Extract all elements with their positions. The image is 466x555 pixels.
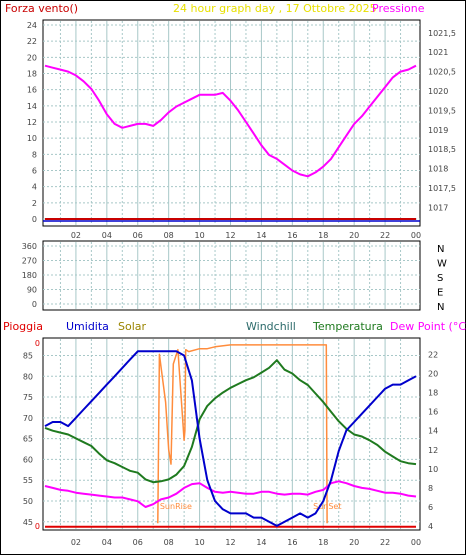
wind-pressure-panel-x-tick-label: 10: [194, 231, 204, 240]
sunrise-label: SunRise: [160, 502, 192, 511]
compass-direction-label: N: [437, 244, 444, 255]
rain-label: Pioggia: [3, 320, 43, 333]
pressure-axis-tick-label: 1021,5: [428, 29, 456, 38]
wind-axis-tick-label: 12: [27, 118, 37, 127]
wind-axis-tick-label: 14: [27, 102, 37, 111]
rain-axis-top-tick-label: 0: [35, 339, 40, 348]
wind-direction-tick-label: 360: [22, 242, 37, 251]
humidity-axis-tick-label: 85: [23, 351, 33, 360]
wind-direction-tick-label: 180: [22, 271, 37, 280]
graph-date-title: 24 hour graph day , 17 Ottobre 2025: [173, 2, 377, 15]
weather-panel-x-tick-label: 08: [164, 538, 174, 547]
temperature-label: Temperatura: [313, 320, 383, 333]
pressure-axis-tick-label: 1019: [428, 126, 448, 135]
temperature-axis-tick-label: 6: [428, 503, 433, 512]
pressure-axis-tick-label: 1017: [428, 203, 448, 212]
wind-pressure-panel-x-tick-label: 02: [71, 231, 81, 240]
wind-axis-tick-label: 16: [27, 86, 37, 95]
wind-pressure-panel-x-tick-label: 14: [256, 231, 266, 240]
wind-pressure-panel-x-tick-label: 08: [164, 231, 174, 240]
humidity-axis-tick-label: 75: [23, 393, 33, 402]
dewpoint-label: Dew Point (°C): [390, 320, 466, 333]
pressure-axis-tick-label: 1017,5: [428, 184, 456, 193]
humidity-axis-tick-label: 60: [23, 455, 33, 464]
wind-pressure-panel-frame: [42, 19, 421, 227]
compass-direction-label: N: [437, 302, 444, 313]
weather-panel-x-tick-label: 16: [287, 538, 297, 547]
humidity-axis-tick-label: 45: [23, 518, 33, 527]
dewpoint-line: [44, 480, 417, 508]
humidity-axis-tick-label: 55: [23, 476, 33, 485]
wind-axis-tick-label: 22: [27, 37, 37, 46]
wind-pressure-panel-x-tick-label: 20: [349, 231, 359, 240]
pressure-axis-tick-label: 1018,5: [428, 145, 456, 154]
temperature-axis-tick-label: 8: [428, 484, 433, 493]
humidity-line: [44, 350, 417, 527]
weather-panel-x-tick-label: 20: [349, 538, 359, 547]
humidity-label: Umidita: [66, 320, 109, 333]
pressure-line: [44, 64, 417, 178]
wind-pressure-panel-x-tick-label: 18: [318, 231, 328, 240]
pressure-title: Pressione: [372, 2, 425, 15]
wind-pressure-panel-x-tick-label: 06: [133, 231, 143, 240]
humidity-axis-tick-label: 65: [23, 435, 33, 444]
weather-panel-x-tick-label: 04: [102, 538, 112, 547]
wind-pressure-panel-x-tick-label: 04: [102, 231, 112, 240]
weather-panel-x-tick-label: 10: [194, 538, 204, 547]
temperature-axis-tick-label: 10: [428, 465, 438, 474]
pressure-axis-tick-label: 1019,5: [428, 106, 456, 115]
pressure-axis-tick-label: 1018: [428, 165, 448, 174]
pressure-axis-tick-label: 1020: [428, 87, 448, 96]
wind-axis-tick-label: 8: [32, 150, 37, 159]
wind-pressure-panel-x-tick-label: 16: [287, 231, 297, 240]
temperature-axis-tick-label: 22: [428, 350, 438, 359]
humidity-axis-tick-label: 80: [23, 372, 33, 381]
wind-direction-tick-label: 0: [32, 300, 37, 309]
weather-panel-x-tick-label: 06: [133, 538, 143, 547]
temperature-line: [44, 359, 417, 484]
rain-axis-bottom-tick-label: 0: [35, 522, 40, 531]
wind-direction-tick-label: 270: [22, 257, 37, 266]
sunset-label: SunSet: [313, 502, 341, 511]
wind-axis-tick-label: 6: [32, 167, 37, 176]
wind-axis-tick-label: 2: [32, 199, 37, 208]
wind-pressure-panel-x-tick-label: 12: [225, 231, 235, 240]
compass-direction-label: W: [437, 259, 447, 270]
weather-panel-frame: [42, 337, 421, 531]
weather-panel-x-tick-label: 22: [380, 538, 390, 547]
weather-panel-x-tick-label: 14: [256, 538, 266, 547]
temperature-axis-tick-label: 14: [428, 427, 438, 436]
wind-force-title: Forza vento(): [5, 2, 79, 15]
temperature-axis-tick-label: 20: [428, 370, 438, 379]
humidity-axis-tick-label: 50: [23, 497, 33, 506]
wind-pressure-panel-x-tick-label: 22: [380, 231, 390, 240]
wind-axis-tick-label: 10: [27, 134, 37, 143]
temperature-axis-tick-label: 4: [428, 522, 433, 531]
temperature-axis-tick-label: 18: [428, 389, 438, 398]
pressure-axis-tick-label: 1021: [428, 48, 448, 57]
wind-axis-tick-label: 24: [27, 21, 37, 30]
wind-pressure-panel-x-tick-label: 00: [411, 231, 421, 240]
wind-axis-tick-label: 20: [27, 53, 37, 62]
temperature-axis-tick-label: 16: [428, 408, 438, 417]
solar-line: [157, 344, 328, 524]
weather-panel-x-tick-label: 12: [225, 538, 235, 547]
weather-panel-x-tick-label: 00: [411, 538, 421, 547]
humidity-axis-tick-label: 70: [23, 414, 33, 423]
wind-axis-tick-label: 4: [32, 183, 37, 192]
wind-axis-tick-label: 18: [27, 70, 37, 79]
pressure-axis-tick-label: 1020,5: [428, 68, 456, 77]
compass-direction-label: E: [437, 288, 443, 299]
temperature-axis-tick-label: 12: [428, 446, 438, 455]
compass-direction-label: S: [437, 273, 443, 284]
wind-direction-tick-label: 90: [27, 286, 37, 295]
solar-label: Solar: [118, 320, 147, 333]
weather-panel-x-tick-label: 02: [71, 538, 81, 547]
windchill-label: Windchill: [246, 320, 296, 333]
wind-axis-tick-label: 0: [32, 215, 37, 224]
weather-panel-x-tick-label: 18: [318, 538, 328, 547]
